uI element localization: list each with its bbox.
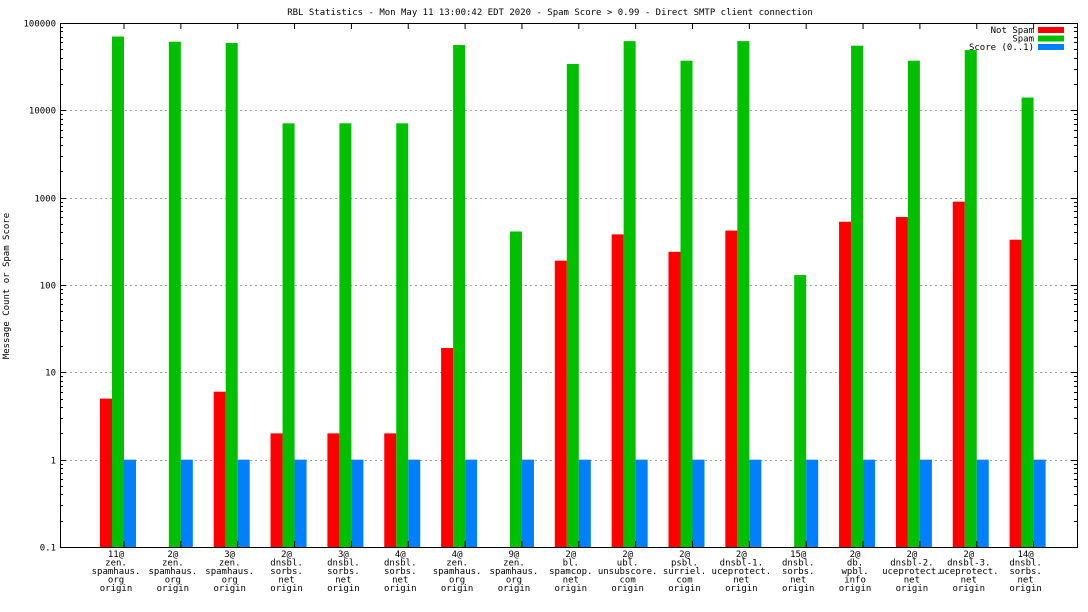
bar xyxy=(964,50,977,547)
bar xyxy=(408,459,421,547)
bar xyxy=(396,123,409,548)
legend-label: Spam xyxy=(1012,35,1034,45)
bar xyxy=(635,459,648,547)
bars xyxy=(100,36,1046,548)
x-tick-label: 2@ db. wpbl. info origin xyxy=(839,550,872,594)
x-tick-label: 15@ dnsbl. sorbs. net origin xyxy=(782,550,815,594)
bar xyxy=(237,459,250,547)
legend-swatch xyxy=(1038,27,1064,33)
bar xyxy=(213,391,226,547)
bar xyxy=(327,433,340,547)
x-tick-label: 2@ zen. spamhaus. org origin xyxy=(148,550,197,594)
bar xyxy=(907,60,920,547)
bar xyxy=(1021,97,1034,548)
bar xyxy=(100,398,112,547)
x-tick-label: 9@ zen. spamhaus. org origin xyxy=(490,550,539,594)
bar xyxy=(509,231,522,548)
x-tick-label: 2@ psbl. surriel. com origin xyxy=(663,550,706,594)
y-tick-label: 1 xyxy=(51,457,56,467)
bar xyxy=(692,459,705,547)
bar xyxy=(270,433,283,547)
bar xyxy=(554,260,567,547)
bar xyxy=(749,459,762,547)
bar xyxy=(282,123,295,548)
x-tick-label: 2@ dnsbl-2. uceprotect. net origin xyxy=(882,550,942,594)
bar xyxy=(180,459,193,547)
bar xyxy=(839,221,852,547)
bar xyxy=(668,251,681,547)
x-tick-label: 2@ dnsbl-1. uceprotect. net origin xyxy=(712,550,772,594)
bar xyxy=(578,459,591,547)
bar xyxy=(611,234,624,547)
axis-ticks: 0.1 1 10 100 1000 10000 100000 11@ zen. spamhaus.… xyxy=(23,20,1077,594)
bar xyxy=(863,459,876,547)
chart-title: RBL Statistics - Mon May 11 13:00:42 EDT… xyxy=(287,8,813,18)
bar xyxy=(112,36,124,547)
bar xyxy=(453,44,466,547)
bar xyxy=(794,275,807,547)
legend-swatch xyxy=(1038,35,1064,42)
bar xyxy=(124,459,136,547)
bar xyxy=(465,459,478,547)
x-tick-label: 2@ dnsbl. sorbs. net origin xyxy=(270,550,303,594)
bar xyxy=(680,60,693,547)
y-tick-label: 100000 xyxy=(23,20,56,30)
bar xyxy=(566,63,579,547)
bar xyxy=(1033,459,1046,547)
bar xyxy=(806,459,819,547)
y-tick-label: 10000 xyxy=(29,107,56,117)
bar xyxy=(851,45,864,548)
x-tick-label: 3@ dnsbl. sorbs. net origin xyxy=(327,550,360,594)
bar xyxy=(351,459,364,547)
bar xyxy=(895,217,908,548)
bar xyxy=(952,201,965,547)
x-tick-label: 14@ dnsbl. sorbs. net origin xyxy=(1009,550,1042,594)
bar xyxy=(725,230,738,547)
legend-swatch xyxy=(1038,44,1064,50)
bar xyxy=(384,433,397,547)
legend-label: Not Spam xyxy=(991,26,1034,36)
x-tick-label: 4@ zen. spamhaus. org origin xyxy=(433,550,482,594)
x-tick-label: 2@ dnsbl-3. uceprotect. net origin xyxy=(939,550,999,594)
bar xyxy=(168,41,181,547)
bar xyxy=(737,41,750,547)
bar xyxy=(623,41,636,547)
y-tick-label: 1000 xyxy=(34,195,56,205)
bar xyxy=(294,459,307,547)
bar xyxy=(441,347,454,547)
bar xyxy=(339,123,352,548)
x-tick-label: 11@ zen. spamhaus. org origin xyxy=(92,550,141,594)
bar xyxy=(225,43,238,547)
x-tick-label: 2@ ubl. unsubscore. com origin xyxy=(598,550,658,594)
bar xyxy=(919,459,932,547)
bar xyxy=(1009,239,1022,548)
y-tick-label: 10 xyxy=(45,369,56,379)
x-tick-label: 3@ zen. spamhaus. org origin xyxy=(205,550,254,594)
x-tick-label: 2@ bl. spamcop. net origin xyxy=(549,550,592,594)
bar xyxy=(976,459,989,547)
legend-label: Score (0..1) xyxy=(969,43,1034,53)
x-tick-label: 4@ dnsbl. sorbs. net origin xyxy=(384,550,417,594)
bar xyxy=(521,459,534,547)
y-tick-label: 100 xyxy=(40,282,56,292)
y-tick-label: 0.1 xyxy=(40,544,56,554)
y-axis-label: Message Count or Spam Score xyxy=(2,213,12,359)
